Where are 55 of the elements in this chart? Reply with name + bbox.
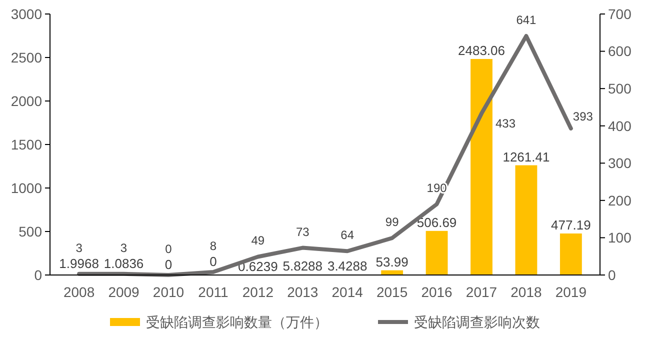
y-tick-label: 3000 (10, 6, 42, 22)
y2-tick-label: 700 (608, 6, 632, 22)
data-label: 8 (210, 239, 217, 254)
data-label: 73 (296, 224, 310, 239)
data-label: 3.4288 (327, 258, 368, 274)
y-tick-label: 1000 (10, 180, 42, 196)
y-tick-label: 500 (18, 223, 42, 240)
data-label: 506.69 (416, 214, 457, 230)
y2-tick-label: 300 (608, 155, 632, 172)
y-tick-label: 1500 (10, 136, 42, 152)
bar (560, 233, 582, 275)
x-tick-label: 2008 (63, 284, 95, 300)
data-label: 433 (496, 116, 516, 131)
data-label: 477.19 (551, 217, 591, 232)
data-label: 0 (165, 242, 172, 256)
data-label: 49 (251, 234, 265, 248)
y2-tick-label: 200 (608, 192, 632, 208)
x-tick-label: 2010 (152, 284, 184, 300)
data-label: 0 (164, 257, 172, 272)
bar (515, 165, 538, 275)
legend-label: 受缺陷调查影响次数 (414, 314, 540, 330)
x-tick-label: 2009 (108, 284, 140, 300)
x-tick-label: 2012 (242, 284, 274, 300)
legend-label: 受缺陷调查影响数量（万件） (146, 314, 328, 330)
y-tick-label: 0 (34, 266, 42, 283)
data-label: 1.0836 (104, 256, 144, 271)
data-label: 1.9968 (59, 256, 99, 271)
data-label: 393 (572, 109, 594, 124)
bar (470, 58, 492, 275)
data-label: 53.99 (376, 254, 408, 270)
x-tick-label: 2015 (376, 284, 408, 300)
y2-tick-label: 100 (608, 230, 632, 246)
data-label: 64 (340, 228, 354, 242)
x-tick-label: 2019 (555, 284, 587, 300)
y2-tick-label: 500 (608, 80, 632, 96)
y2-tick-label: 0 (608, 266, 616, 283)
y-tick-label: 2500 (10, 49, 42, 66)
y2-tick-label: 400 (608, 118, 632, 134)
y2-tick-label: 600 (608, 43, 632, 60)
bar (426, 230, 448, 275)
data-label: 2483.06 (458, 42, 506, 58)
x-tick-label: 2011 (198, 284, 228, 300)
x-tick-label: 2018 (510, 284, 542, 300)
x-tick-label: 2013 (287, 284, 318, 300)
data-label: 0 (210, 254, 217, 270)
data-label: 3 (76, 240, 83, 255)
data-label: 99 (385, 215, 400, 230)
data-label: 5.8288 (282, 258, 323, 274)
data-label: 641 (516, 13, 537, 27)
x-tick-label: 2014 (332, 284, 364, 300)
y-tick-label: 2000 (10, 92, 42, 109)
data-label: 1261.41 (502, 149, 550, 164)
data-label: 3 (120, 240, 128, 255)
x-tick-label: 2016 (421, 284, 453, 300)
x-tick-label: 2017 (466, 284, 498, 300)
